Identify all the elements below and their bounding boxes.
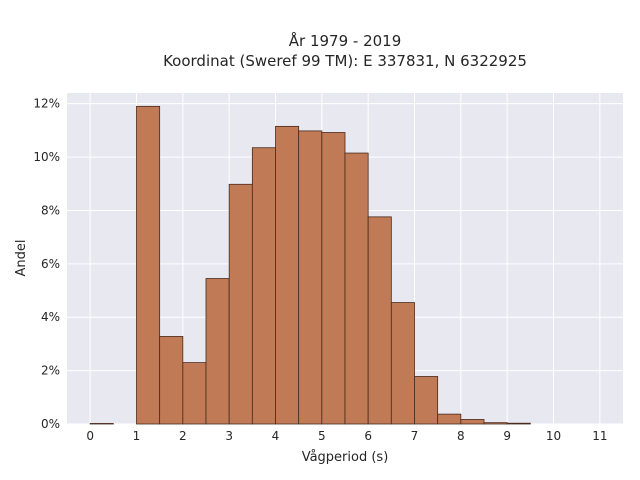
bar-8 xyxy=(275,125,300,425)
x-tick-label-8: 8 xyxy=(457,429,465,443)
y-tick-label-1: 2% xyxy=(41,364,60,378)
bar-2 xyxy=(136,105,161,425)
y-tick-label-2: 4% xyxy=(41,310,60,324)
bar-10 xyxy=(321,132,346,425)
bar-12 xyxy=(367,216,392,425)
bars xyxy=(89,105,531,425)
y-tick-label-6: 12% xyxy=(33,97,60,111)
x-tick-label-9: 9 xyxy=(503,429,511,443)
x-tick-label-3: 3 xyxy=(225,429,233,443)
bar-16 xyxy=(460,419,485,425)
x-tick-label-5: 5 xyxy=(318,429,326,443)
x-tick-label-7: 7 xyxy=(411,429,419,443)
x-tick-label-10: 10 xyxy=(546,429,561,443)
x-tick-label-6: 6 xyxy=(364,429,372,443)
bar-3 xyxy=(159,336,184,425)
x-tick-label-4: 4 xyxy=(272,429,280,443)
bar-6 xyxy=(228,183,253,425)
bar-4 xyxy=(182,362,207,425)
x-tick-label-1: 1 xyxy=(133,429,141,443)
y-tick-label-3: 6% xyxy=(41,257,60,271)
bar-17 xyxy=(483,422,508,425)
bar-11 xyxy=(344,152,369,425)
bar-9 xyxy=(298,130,323,425)
bar-5 xyxy=(205,278,230,425)
y-axis-label: Andel xyxy=(14,240,29,277)
y-axis-ticks: 0% 2% 4% 6% 8% 10% 12% xyxy=(33,97,60,431)
chart-title-line-2: Koordinat (Sweref 99 TM): E 337831, N 63… xyxy=(163,52,527,70)
y-tick-label-4: 8% xyxy=(41,203,60,217)
x-tick-label-0: 0 xyxy=(86,429,94,443)
chart-title-line-1: År 1979 - 2019 xyxy=(289,31,402,50)
bar-0 xyxy=(89,423,114,425)
x-axis-ticks: 0 1 2 3 4 5 6 7 8 9 10 11 xyxy=(86,429,607,443)
bar-14 xyxy=(414,376,439,425)
x-axis-label: Vågperiod (s) xyxy=(302,450,389,465)
y-tick-label-5: 10% xyxy=(33,150,60,164)
bar-15 xyxy=(437,413,462,425)
x-tick-label-11: 11 xyxy=(592,429,607,443)
x-tick-label-2: 2 xyxy=(179,429,187,443)
bar-18 xyxy=(506,422,531,425)
y-tick-label-0: 0% xyxy=(41,417,60,431)
bar-13 xyxy=(390,302,415,425)
bar-7 xyxy=(251,147,276,425)
